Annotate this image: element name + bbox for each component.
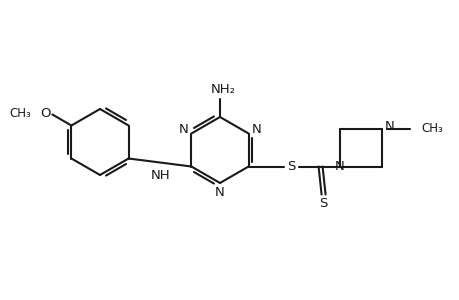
Text: NH: NH: [151, 169, 170, 182]
Text: N: N: [251, 122, 261, 136]
Text: N: N: [215, 185, 224, 199]
Text: S: S: [287, 160, 295, 173]
Text: O: O: [40, 107, 50, 120]
Text: CH₃: CH₃: [10, 107, 31, 120]
Text: S: S: [319, 197, 327, 210]
Text: N: N: [384, 120, 393, 133]
Text: NH₂: NH₂: [210, 82, 235, 95]
Text: N: N: [334, 160, 344, 173]
Text: CH₃: CH₃: [420, 122, 442, 135]
Text: N: N: [179, 122, 188, 136]
